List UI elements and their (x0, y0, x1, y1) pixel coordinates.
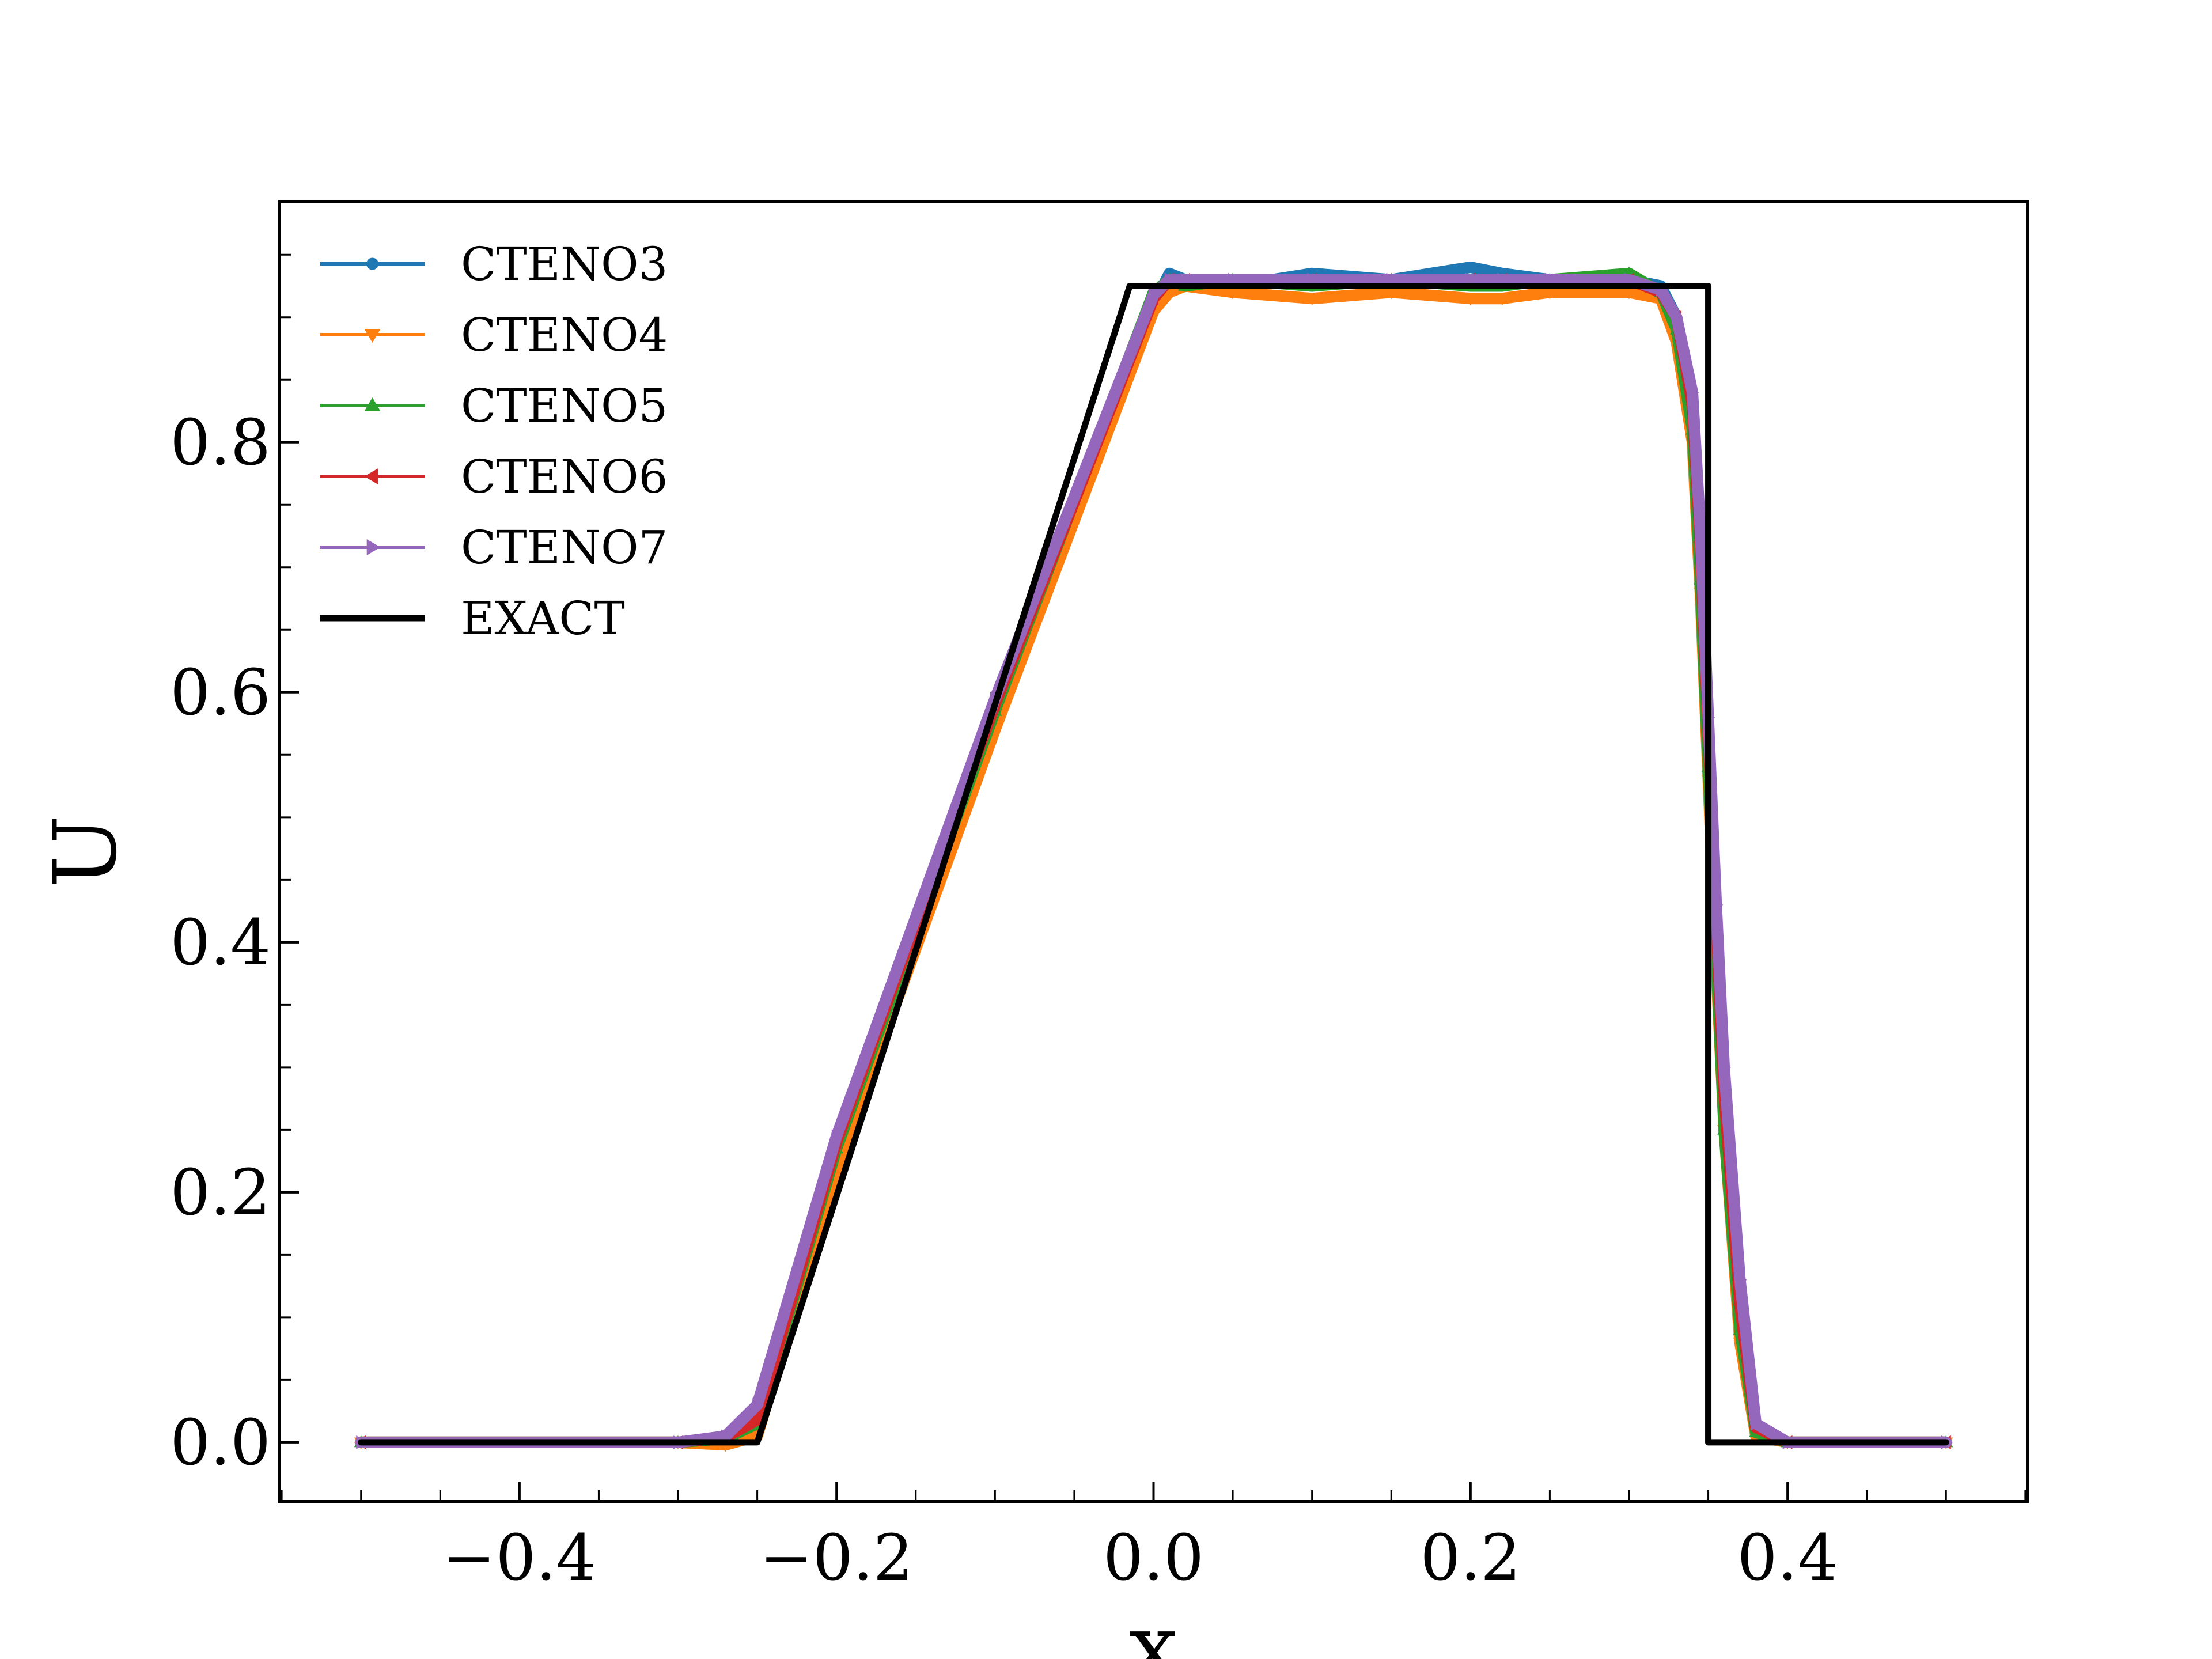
data-point-cteno7 (1149, 287, 1161, 302)
legend-entry-exact: EXACT (320, 592, 625, 645)
data-point-cteno3 (1465, 262, 1476, 272)
legend: CTENO3 CTENO4 CTENO5 CTENO6 CTENO7 EXACT (320, 237, 668, 645)
data-point-cteno7 (1672, 310, 1684, 324)
data-point-cteno7 (752, 1397, 764, 1412)
legend-marker-cteno4 (364, 329, 381, 343)
ticks-layer: −0.4 −0.2 0.0 0.2 0.4 0.0 0.2 0.4 0.6 0.8 (170, 253, 2027, 1594)
series-exact (358, 282, 1949, 1446)
legend-label-exact: EXACT (461, 592, 625, 645)
data-point-cteno4 (1543, 287, 1557, 300)
data-point-cteno4 (1226, 287, 1240, 300)
legend-entry-cteno6: CTENO6 (320, 450, 668, 503)
data-point-cteno7 (1687, 385, 1700, 399)
data-point-cteno7 (1735, 1272, 1747, 1287)
legend-label-cteno3: CTENO3 (461, 237, 668, 291)
legend-entry-cteno3: CTENO3 (320, 237, 668, 291)
data-point-cteno6 (750, 1412, 763, 1427)
legend-marker-cteno5 (364, 397, 381, 411)
x-tick-label: −0.2 (760, 1521, 914, 1594)
x-tick-label: 0.2 (1420, 1521, 1521, 1594)
series-layer (354, 261, 1953, 1452)
y-tick-label: 0.0 (170, 1406, 271, 1479)
y-axis-title: U (36, 815, 136, 888)
y-tick-label: 0.6 (170, 656, 271, 729)
y-tick-label: 0.8 (170, 406, 271, 479)
legend-marker-cteno7 (366, 539, 381, 555)
x-tick-label: −0.4 (442, 1521, 596, 1594)
legend-entry-cteno5: CTENO5 (320, 379, 668, 433)
series-line-exact (358, 282, 1949, 1446)
y-tick-label: 0.2 (170, 1156, 271, 1229)
legend-entry-cteno4: CTENO4 (320, 308, 668, 362)
legend-label-cteno7: CTENO7 (461, 521, 668, 574)
x-tick-label: 0.4 (1737, 1521, 1838, 1594)
data-point-cteno7 (1751, 1416, 1763, 1431)
data-point-cteno4 (1622, 287, 1636, 300)
data-point-cteno4 (1463, 293, 1478, 306)
x-axis-title: x (1129, 1597, 1178, 1659)
legend-label-cteno5: CTENO5 (461, 379, 668, 433)
legend-label-cteno4: CTENO4 (461, 308, 668, 362)
legend-entry-cteno7: CTENO7 (320, 521, 668, 574)
data-point-cteno7 (831, 1129, 844, 1143)
legend-marker-cteno6 (364, 468, 378, 484)
data-point-cteno7 (1711, 897, 1724, 912)
y-tick-label: 0.4 (170, 906, 271, 979)
data-point-cteno7 (1719, 1060, 1732, 1074)
data-point-cteno4 (1305, 293, 1319, 306)
legend-marker-cteno3 (366, 257, 378, 270)
x-tick-label: 0.0 (1103, 1521, 1204, 1594)
data-point-cteno4 (1384, 287, 1399, 300)
legend-label-cteno6: CTENO6 (461, 450, 668, 503)
data-point-cteno7 (1695, 522, 1707, 537)
data-point-cteno4 (1495, 293, 1509, 306)
